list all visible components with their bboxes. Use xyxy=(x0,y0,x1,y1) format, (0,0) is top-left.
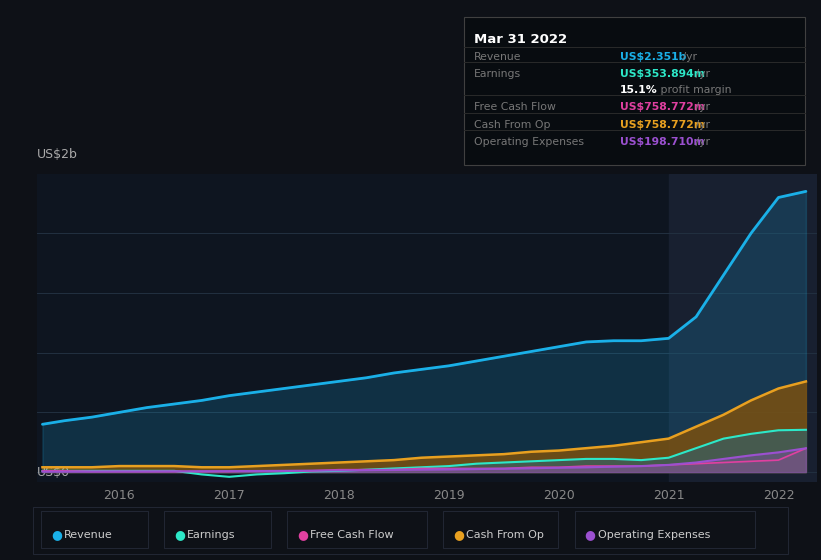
Text: ●: ● xyxy=(585,528,595,542)
Text: Cash From Op: Cash From Op xyxy=(474,120,550,130)
Text: Earnings: Earnings xyxy=(187,530,236,540)
Text: Operating Expenses: Operating Expenses xyxy=(598,530,710,540)
Text: US$758.772m: US$758.772m xyxy=(620,120,705,130)
Text: 15.1%: 15.1% xyxy=(620,85,658,95)
Text: ●: ● xyxy=(174,528,185,542)
Text: US$198.710m: US$198.710m xyxy=(620,137,704,147)
Text: Free Cash Flow: Free Cash Flow xyxy=(474,102,556,113)
Text: US$758.772m: US$758.772m xyxy=(620,102,705,113)
Bar xyxy=(668,174,817,482)
Text: Cash From Op: Cash From Op xyxy=(466,530,544,540)
Text: Free Cash Flow: Free Cash Flow xyxy=(310,530,394,540)
Text: Operating Expenses: Operating Expenses xyxy=(474,137,584,147)
Text: /yr: /yr xyxy=(692,137,710,147)
Text: ●: ● xyxy=(297,528,308,542)
Text: US$2.351b: US$2.351b xyxy=(620,52,686,62)
Text: /yr: /yr xyxy=(692,102,710,113)
Text: /yr: /yr xyxy=(679,52,697,62)
Text: Revenue: Revenue xyxy=(64,530,112,540)
Text: /yr: /yr xyxy=(692,120,710,130)
Text: ●: ● xyxy=(51,528,62,542)
Text: profit margin: profit margin xyxy=(657,85,732,95)
Text: ●: ● xyxy=(453,528,464,542)
Text: /yr: /yr xyxy=(692,69,710,80)
Text: US$2b: US$2b xyxy=(37,148,78,161)
Text: Revenue: Revenue xyxy=(474,52,521,62)
Text: Mar 31 2022: Mar 31 2022 xyxy=(474,33,566,46)
Text: US$0: US$0 xyxy=(37,465,70,478)
Text: Earnings: Earnings xyxy=(474,69,521,80)
Text: US$353.894m: US$353.894m xyxy=(620,69,705,80)
